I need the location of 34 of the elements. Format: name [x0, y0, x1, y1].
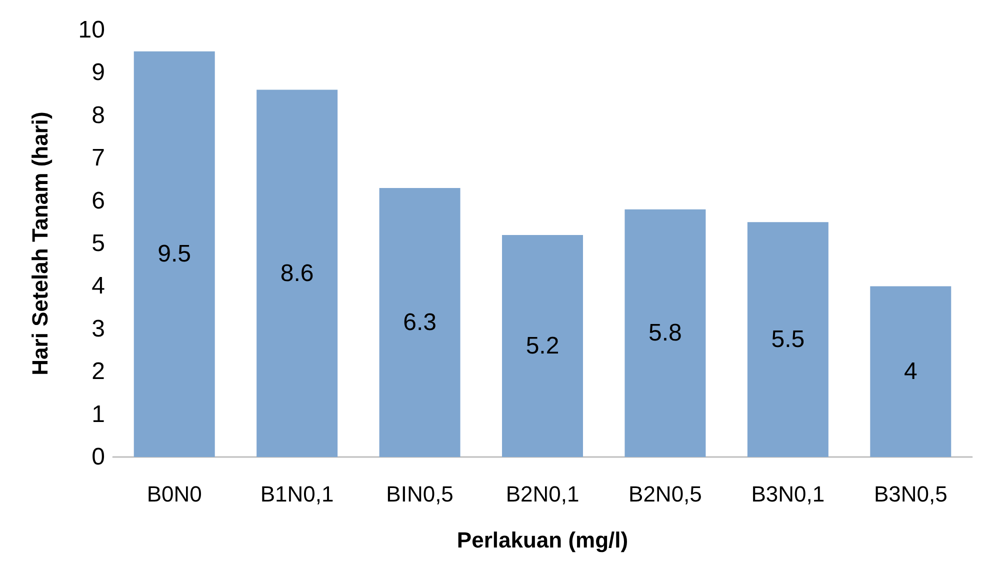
- data-label: 4: [904, 358, 918, 386]
- x-tick-label: B3N0,1: [751, 482, 825, 506]
- y-axis-title: Hari Setelah Tanam (hari): [28, 112, 52, 376]
- data-label: 6.3: [403, 308, 436, 336]
- x-tick-label: B2N0,5: [628, 482, 702, 506]
- data-label: 8.6: [280, 260, 314, 287]
- x-tick-label: B0N0: [146, 482, 202, 506]
- y-tick-label: 2: [92, 358, 105, 386]
- y-tick-label: 3: [92, 315, 105, 342]
- bar: [379, 188, 460, 457]
- y-tick-label: 10: [78, 16, 105, 44]
- bar: [624, 209, 706, 457]
- x-tick-label: B2N0,1: [506, 482, 580, 506]
- data-label: 5.2: [526, 332, 560, 360]
- x-tick-label: B3N0,5: [874, 482, 948, 506]
- data-label: 5.8: [648, 320, 682, 347]
- bar: [256, 90, 338, 457]
- y-tick-label: 1: [92, 400, 105, 428]
- bar: [747, 222, 828, 457]
- y-tick-label: 5: [92, 230, 105, 257]
- bar: [134, 51, 215, 457]
- y-tick-label: 7: [92, 144, 105, 172]
- y-tick-label: 0: [92, 444, 105, 470]
- y-tick-label: 6: [92, 187, 105, 214]
- bar: [502, 234, 583, 457]
- y-tick-label: 8: [92, 102, 105, 129]
- y-tick-label: 9: [92, 59, 105, 86]
- data-label: 9.5: [158, 240, 192, 268]
- x-axis-title: Perlakuan (mg/l): [456, 528, 628, 552]
- data-label: 5.5: [771, 326, 805, 354]
- y-tick-label: 4: [92, 272, 105, 300]
- bar: [870, 286, 952, 457]
- x-tick-label: B1N0,1: [260, 482, 334, 506]
- x-tick-label: BIN0,5: [386, 482, 454, 506]
